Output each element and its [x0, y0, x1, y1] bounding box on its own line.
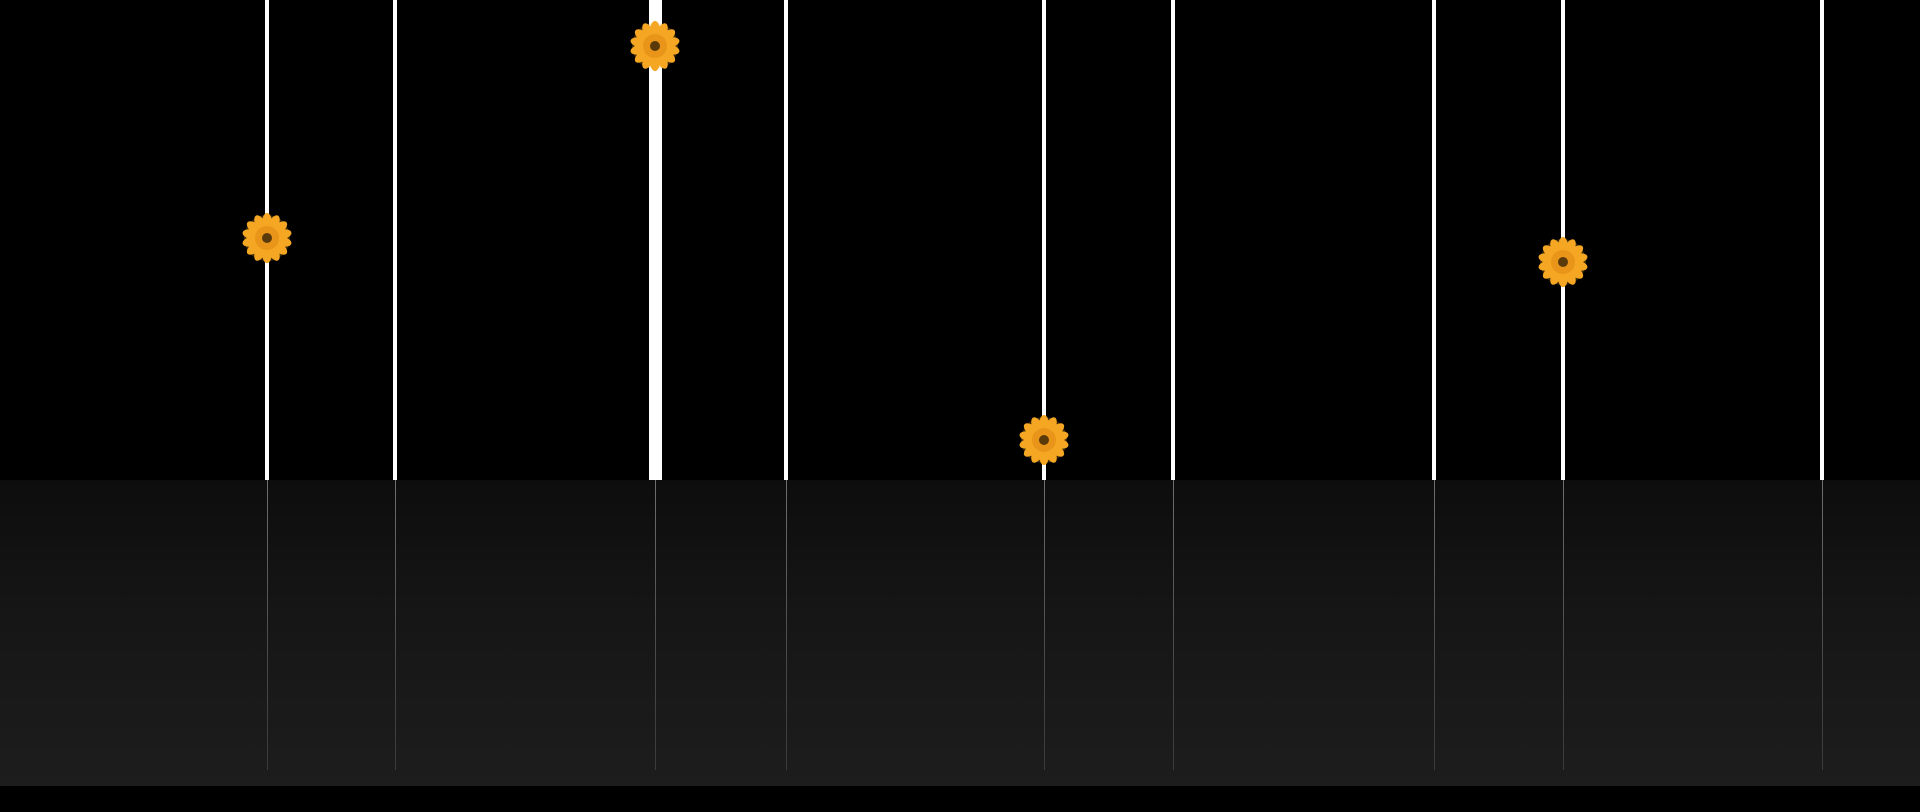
sunflower-icon [242, 213, 292, 263]
vertical-line-lower [1822, 480, 1823, 770]
vertical-line-upper [1042, 0, 1046, 480]
vertical-line-upper [393, 0, 397, 480]
vertical-line-lower [1044, 480, 1045, 770]
vertical-line-upper [784, 0, 788, 480]
sunflower-icon [1019, 415, 1069, 465]
sunflower-icon [630, 21, 680, 71]
vertical-line-lower [786, 480, 787, 770]
vertical-line-upper [1820, 0, 1824, 480]
sunflower-icon [1538, 237, 1588, 287]
flower-marker [241, 212, 293, 264]
vertical-line-lower [1563, 480, 1564, 770]
vertical-line-lower [395, 480, 396, 770]
vertical-line-upper [649, 0, 662, 480]
vertical-line-lower [267, 480, 268, 770]
flower-marker [1537, 236, 1589, 288]
flower-marker [1018, 414, 1070, 466]
vertical-line-upper [1171, 0, 1175, 480]
vertical-line-lower [655, 480, 656, 770]
vertical-line-lower [1434, 480, 1435, 770]
dark-ground-band [0, 480, 1920, 786]
vertical-line-upper [1432, 0, 1436, 480]
flower-marker [629, 20, 681, 72]
vertical-line-lower [1173, 480, 1174, 770]
